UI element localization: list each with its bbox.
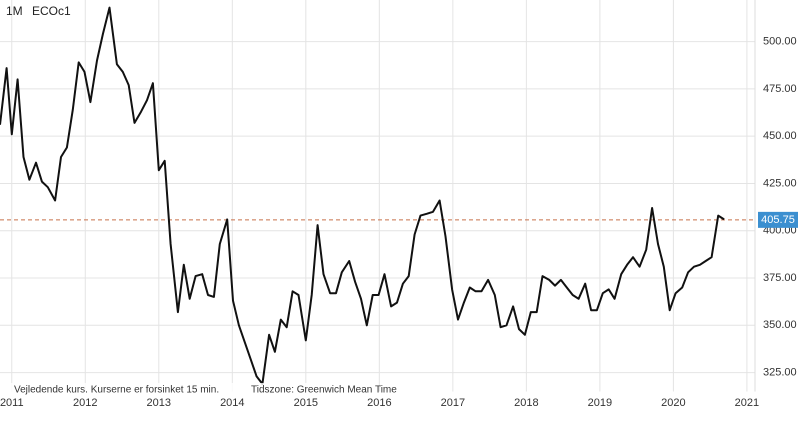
x-tick-label: 2018 bbox=[514, 397, 538, 409]
x-tick-label: 2017 bbox=[441, 397, 465, 409]
x-tick-label: 2013 bbox=[147, 397, 171, 409]
y-tick-label: 375.00 bbox=[763, 272, 797, 284]
interval-label: 1M bbox=[6, 4, 23, 18]
note-bg bbox=[10, 383, 370, 396]
y-tick-label: 475.00 bbox=[763, 83, 797, 95]
current-price-label: 405.75 bbox=[761, 214, 795, 226]
y-tick-label: 500.00 bbox=[763, 36, 797, 48]
delay-note: Vejledende kurs. Kurserne er forsinket 1… bbox=[14, 385, 219, 396]
x-tick-label: 2021 bbox=[735, 397, 759, 409]
grid bbox=[0, 0, 755, 392]
x-tick-label: 2014 bbox=[220, 397, 244, 409]
y-tick-label: 450.00 bbox=[763, 130, 797, 142]
timezone-note: Tidszone: Greenwich Mean Time bbox=[251, 385, 397, 396]
current-price-box bbox=[758, 211, 798, 228]
y-tick-label: 325.00 bbox=[763, 366, 797, 378]
x-tick-label: 2012 bbox=[73, 397, 97, 409]
price-line bbox=[0, 6, 725, 385]
x-tick-label: 2015 bbox=[294, 397, 318, 409]
x-tick-label: 2019 bbox=[588, 397, 612, 409]
x-tick-label: 2020 bbox=[661, 397, 685, 409]
instrument-label: ECOc1 bbox=[32, 4, 71, 18]
x-tick-label: 2011 bbox=[0, 397, 24, 409]
y-tick-label: 350.00 bbox=[763, 319, 797, 331]
y-tick-label: 425.00 bbox=[763, 177, 797, 189]
x-tick-label: 2016 bbox=[367, 397, 391, 409]
